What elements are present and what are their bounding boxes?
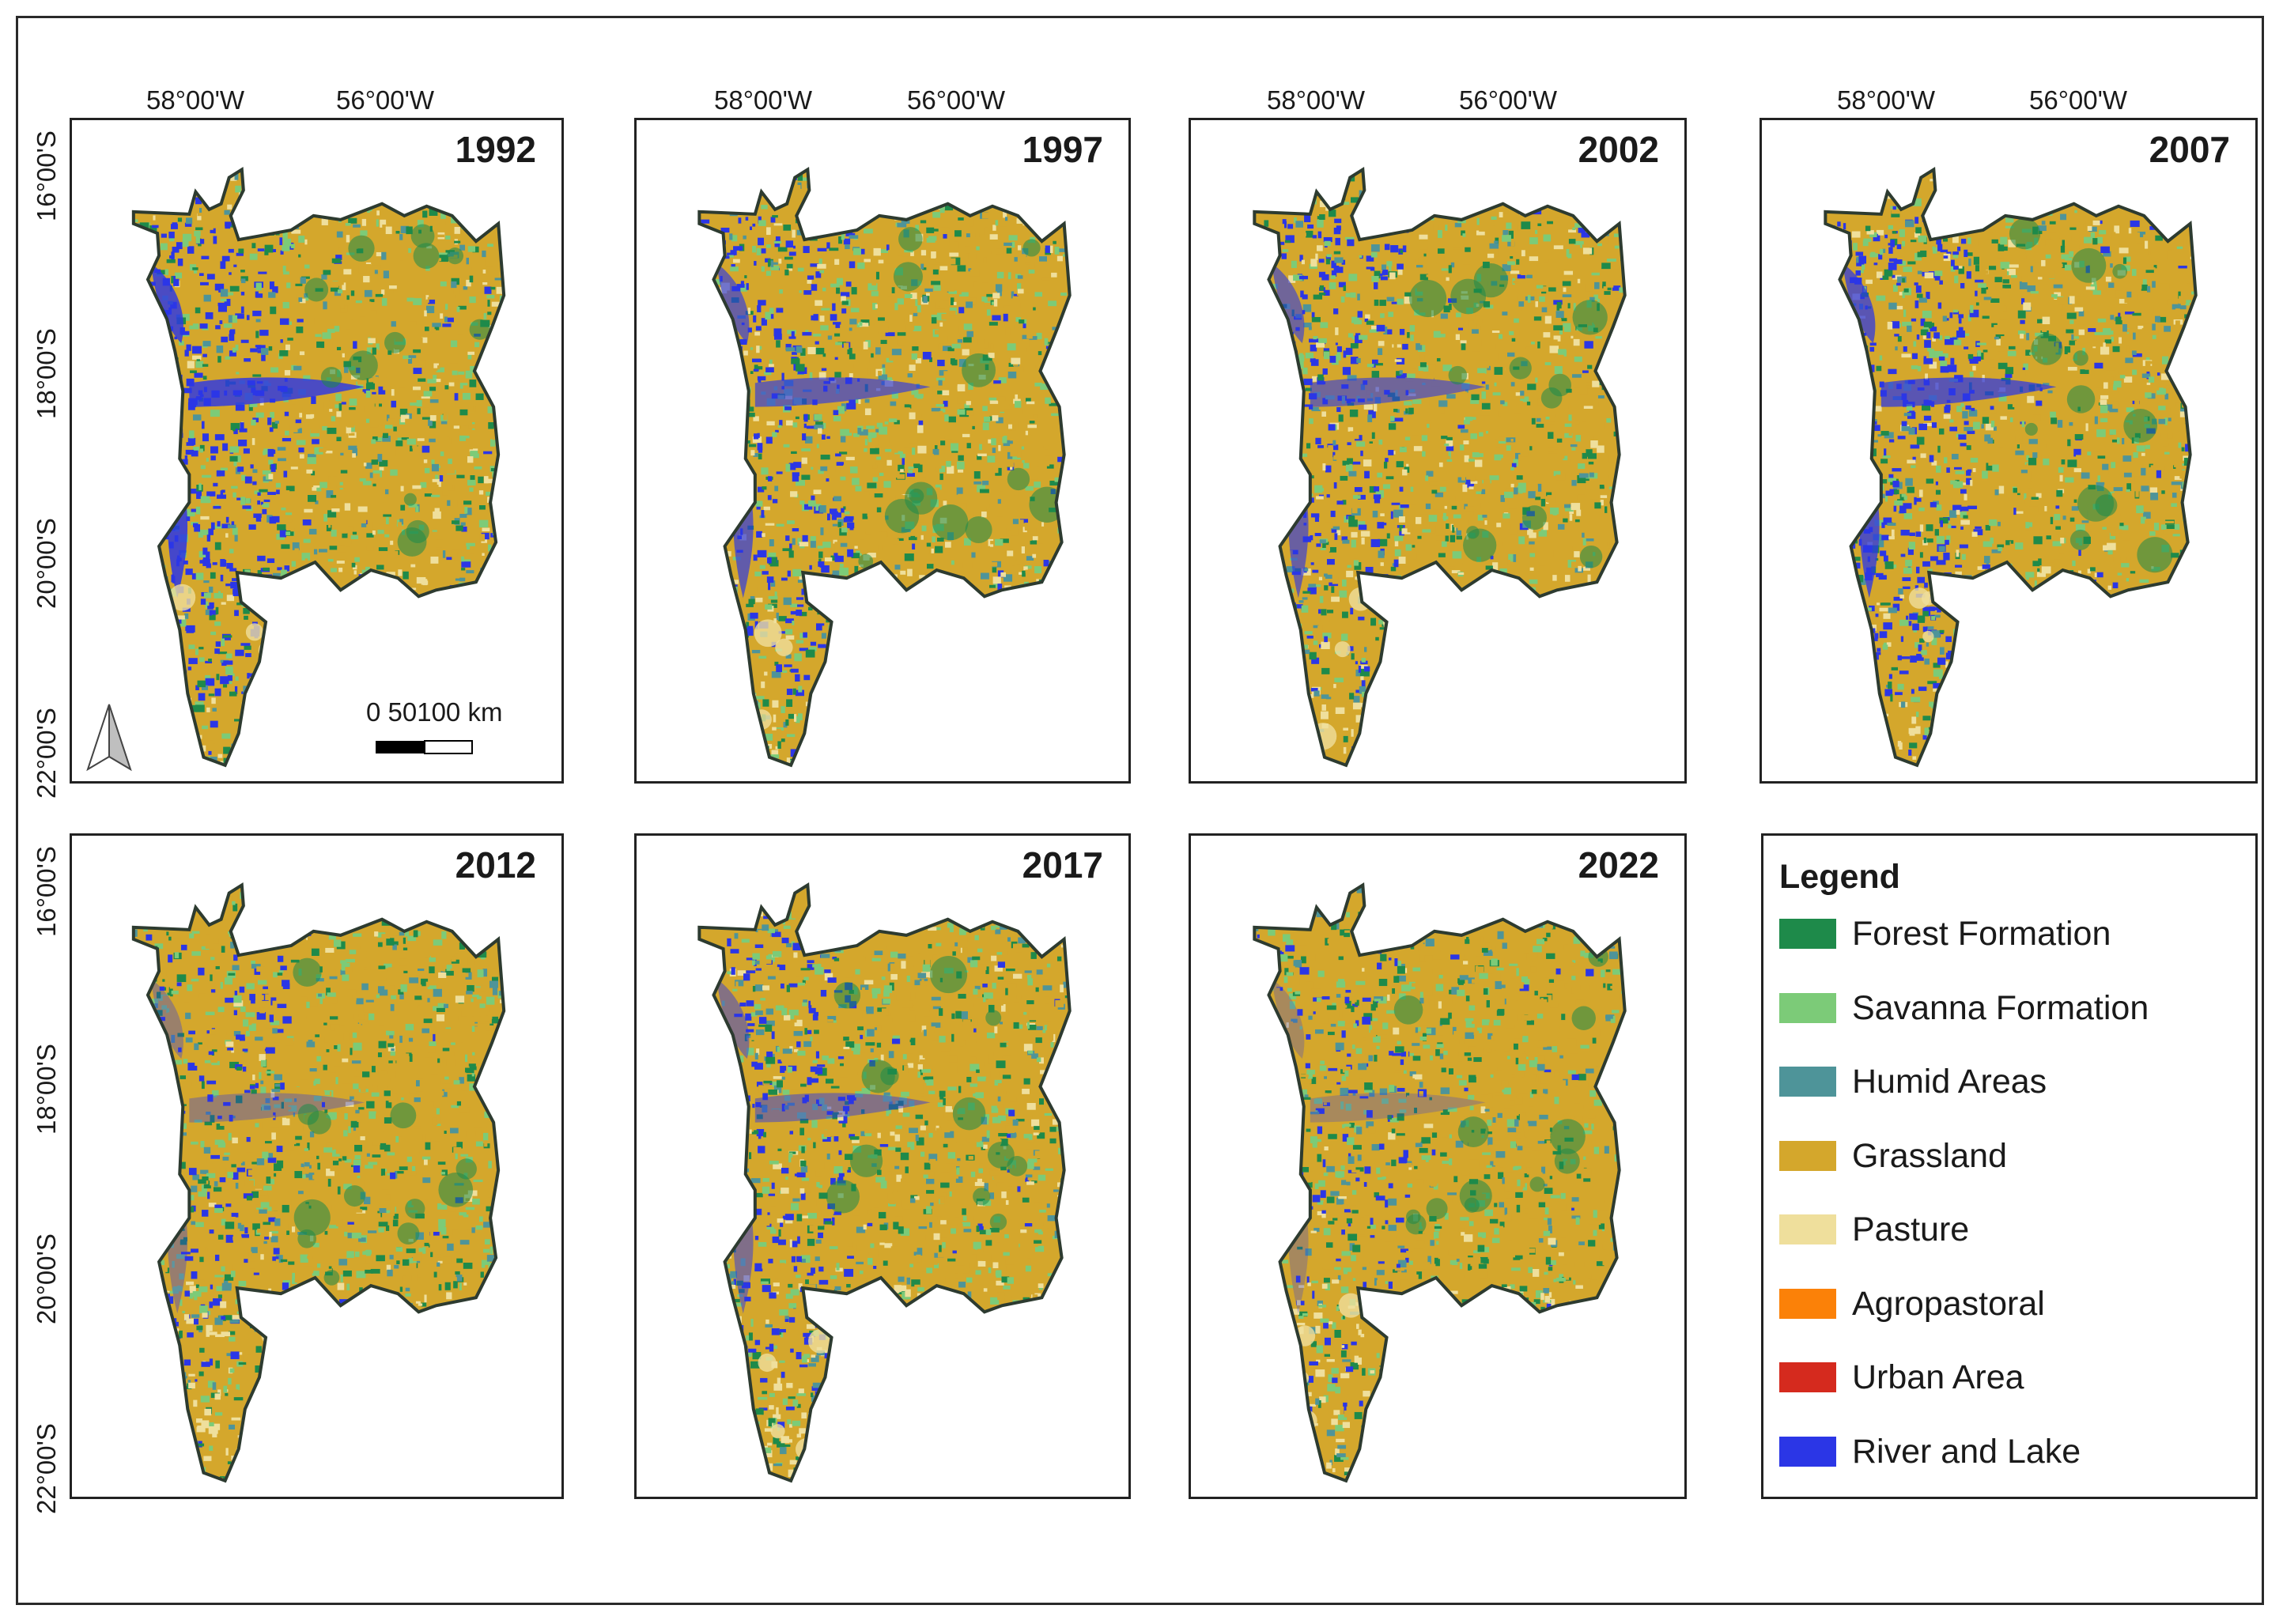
lon-label: 56°00'W	[336, 85, 435, 115]
panel-year: 2017	[1022, 844, 1103, 886]
figure-frame	[16, 16, 2264, 1605]
legend-item: Grassland	[1779, 1136, 2007, 1176]
panel-year: 2007	[2149, 129, 2230, 170]
lat-label: 16°00'S	[32, 130, 61, 221]
lon-label: 58°00'W	[146, 85, 245, 115]
panel-year: 2002	[1578, 129, 1659, 170]
lon-label: 56°00'W	[1459, 85, 1558, 115]
legend-swatch	[1779, 1214, 1836, 1244]
legend-title: Legend	[1779, 858, 1900, 896]
legend-item: River and Lake	[1779, 1432, 2081, 1471]
map-panel-2022: 2022	[1189, 833, 1687, 1499]
scale-bar-label: 0 50100 km	[366, 697, 503, 727]
lon-label: 56°00'W	[2029, 85, 2128, 115]
map-panel-2007: 2007	[1759, 118, 2258, 784]
legend-swatch	[1779, 1362, 1836, 1392]
map-panel-2012: 2012	[70, 833, 564, 1499]
lon-label: 58°00'W	[1267, 85, 1366, 115]
legend-label: Grassland	[1852, 1136, 2007, 1175]
panel-year: 2012	[455, 844, 536, 886]
legend-swatch	[1779, 993, 1836, 1023]
lat-label: 20°00'S	[32, 1233, 61, 1324]
lon-label: 56°00'W	[907, 85, 1006, 115]
legend-label: Pasture	[1852, 1210, 1970, 1248]
legend-label: Agropastoral	[1852, 1284, 2045, 1323]
legend-item: Pasture	[1779, 1210, 1969, 1249]
legend-swatch	[1779, 1437, 1836, 1467]
scale-bar	[376, 740, 473, 754]
legend-swatch	[1779, 919, 1836, 949]
legend-item: Forest Formation	[1779, 914, 2111, 954]
region-map	[131, 166, 506, 768]
panel-year: 1997	[1022, 129, 1103, 170]
region-map	[697, 882, 1072, 1483]
legend-label: Urban Area	[1852, 1358, 2024, 1396]
legend-item: Agropastoral	[1779, 1284, 2045, 1324]
lat-label: 22°00'S	[32, 708, 61, 799]
region-map	[1253, 882, 1627, 1483]
map-panel-2017: 2017	[634, 833, 1131, 1499]
map-panel-2002: 2002	[1189, 118, 1687, 784]
legend-label: Humid Areas	[1852, 1062, 2047, 1101]
legend-label: Savanna Formation	[1852, 988, 2149, 1027]
legend-label: River and Lake	[1852, 1432, 2081, 1471]
north-arrow-icon	[86, 704, 132, 772]
panel-year: 1992	[455, 129, 536, 170]
legend-item: Savanna Formation	[1779, 988, 2149, 1028]
lat-label: 20°00'S	[32, 518, 61, 609]
legend-swatch	[1779, 1067, 1836, 1097]
map-panel-1992: 1992 0 50100 km	[70, 118, 564, 784]
legend-swatch	[1779, 1141, 1836, 1171]
lat-label: 18°00'S	[32, 1044, 61, 1135]
lat-label: 18°00'S	[32, 328, 61, 419]
legend: Legend Forest Formation Savanna Formatio…	[1761, 833, 2258, 1499]
region-map	[697, 166, 1072, 768]
region-map	[131, 882, 506, 1483]
legend-label: Forest Formation	[1852, 914, 2111, 953]
legend-swatch	[1779, 1289, 1836, 1319]
lon-label: 58°00'W	[714, 85, 813, 115]
region-map	[1824, 166, 2198, 768]
region-map	[1253, 166, 1627, 768]
lon-label: 58°00'W	[1837, 85, 1936, 115]
lat-label: 16°00'S	[32, 846, 61, 937]
map-panel-1997: 1997	[634, 118, 1131, 784]
legend-item: Humid Areas	[1779, 1062, 2047, 1101]
panel-year: 2022	[1578, 844, 1659, 886]
lat-label: 22°00'S	[32, 1423, 61, 1514]
legend-item: Urban Area	[1779, 1358, 2024, 1397]
